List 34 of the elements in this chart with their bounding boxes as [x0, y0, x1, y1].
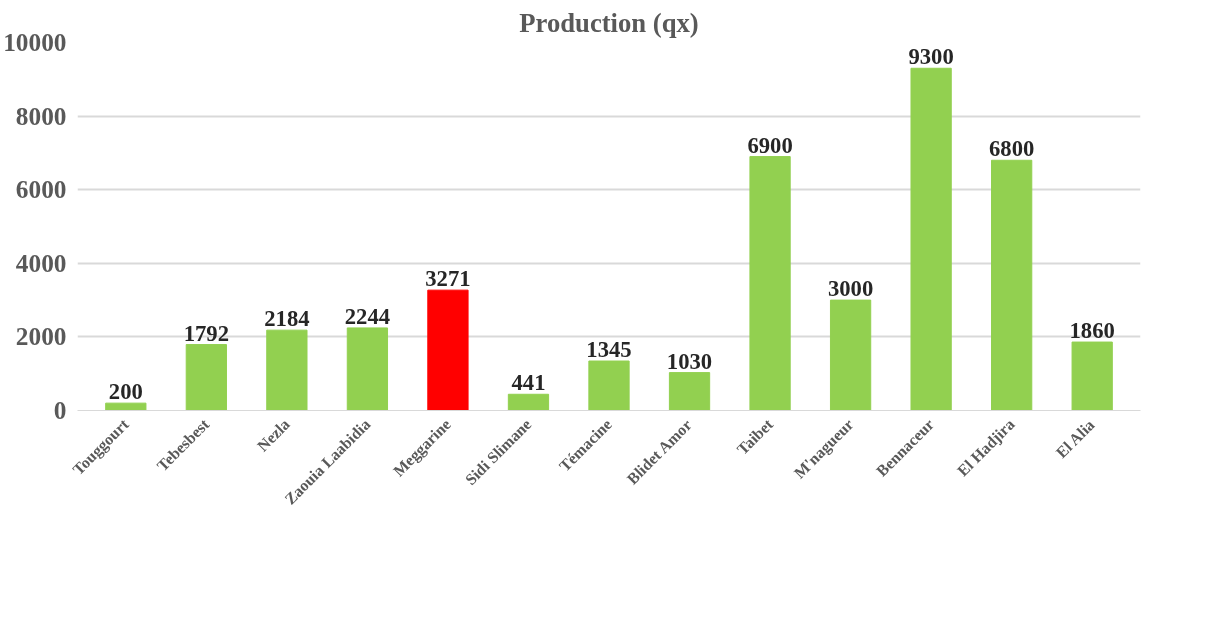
data-label: 9300: [908, 44, 954, 70]
bar: [266, 329, 308, 411]
bar: [185, 344, 227, 411]
bar: [427, 289, 469, 411]
y-tick-label: 8000: [15, 101, 67, 130]
data-label: 1860: [1069, 318, 1115, 344]
bar: [346, 327, 389, 411]
bar: [910, 67, 952, 411]
data-label: 441: [511, 370, 546, 396]
data-label: 3271: [425, 266, 471, 292]
bar: [749, 156, 791, 411]
bar: [588, 360, 630, 411]
data-label: 6800: [989, 136, 1035, 162]
bar: [105, 402, 147, 411]
data-label: 1792: [183, 320, 229, 346]
data-label: 3000: [827, 276, 874, 302]
data-label: 2184: [264, 306, 310, 332]
y-tick-label: 6000: [15, 175, 67, 204]
y-tick-label: 2000: [15, 322, 67, 351]
chart-title: Production (qx): [519, 7, 699, 38]
data-label: 6900: [747, 132, 793, 158]
y-tick-label: 10000: [3, 28, 67, 56]
data-label: 1345: [586, 337, 632, 362]
x-tick-label: El Alia: [1052, 416, 1098, 462]
data-label: 200: [108, 379, 143, 405]
data-label: 2244: [344, 303, 391, 329]
data-label: 1030: [666, 348, 713, 374]
bar: [668, 372, 711, 411]
bar: [829, 299, 872, 411]
bar: [991, 159, 1033, 411]
bar: [507, 393, 550, 411]
y-tick-label: 0: [53, 396, 67, 424]
y-tick-label: 4000: [15, 248, 67, 277]
bar: [1071, 341, 1113, 411]
